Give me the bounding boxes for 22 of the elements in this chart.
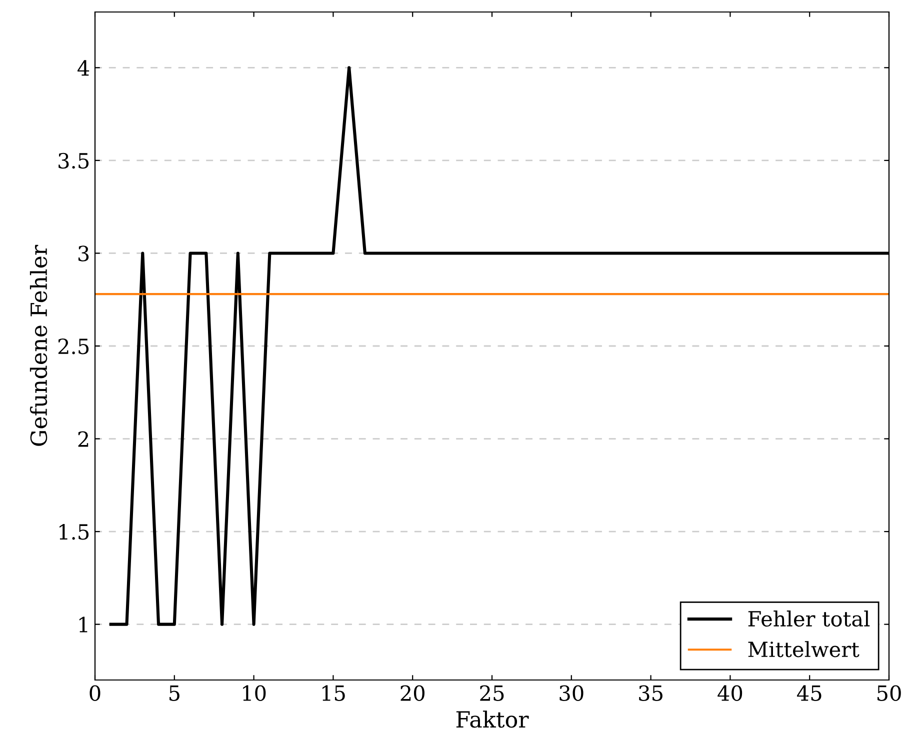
y-tick-label: 4 [78,60,90,76]
y-tick-label: 3 [78,246,89,262]
x-tick-label: 45 [796,685,822,701]
x-tick-label: 50 [878,685,901,701]
x-tick-label: 20 [400,685,424,701]
x-tick-label: 30 [560,685,584,701]
x-tick-label: 25 [480,685,504,701]
y-tick-label: 2.5 [58,338,89,354]
x-tick-label: 15 [322,685,345,701]
y-axis-title: Gefundene Fehler [30,244,48,446]
legend-label: Fehler total [748,610,870,627]
x-tick-label: 35 [639,685,662,701]
x-tick-label: 5 [170,686,180,701]
x-tick-label: 0 [90,685,100,701]
x-tick-label: 10 [243,685,266,701]
y-tick-label: 3.5 [58,152,89,169]
legend-label: Mittelwert [748,641,860,658]
x-axis-title: Faktor [456,710,529,728]
y-tick-label: 1 [79,616,88,632]
x-tick-label: 40 [718,685,742,701]
y-tick-label: 2 [78,431,88,447]
y-tick-label: 1.5 [60,524,89,540]
